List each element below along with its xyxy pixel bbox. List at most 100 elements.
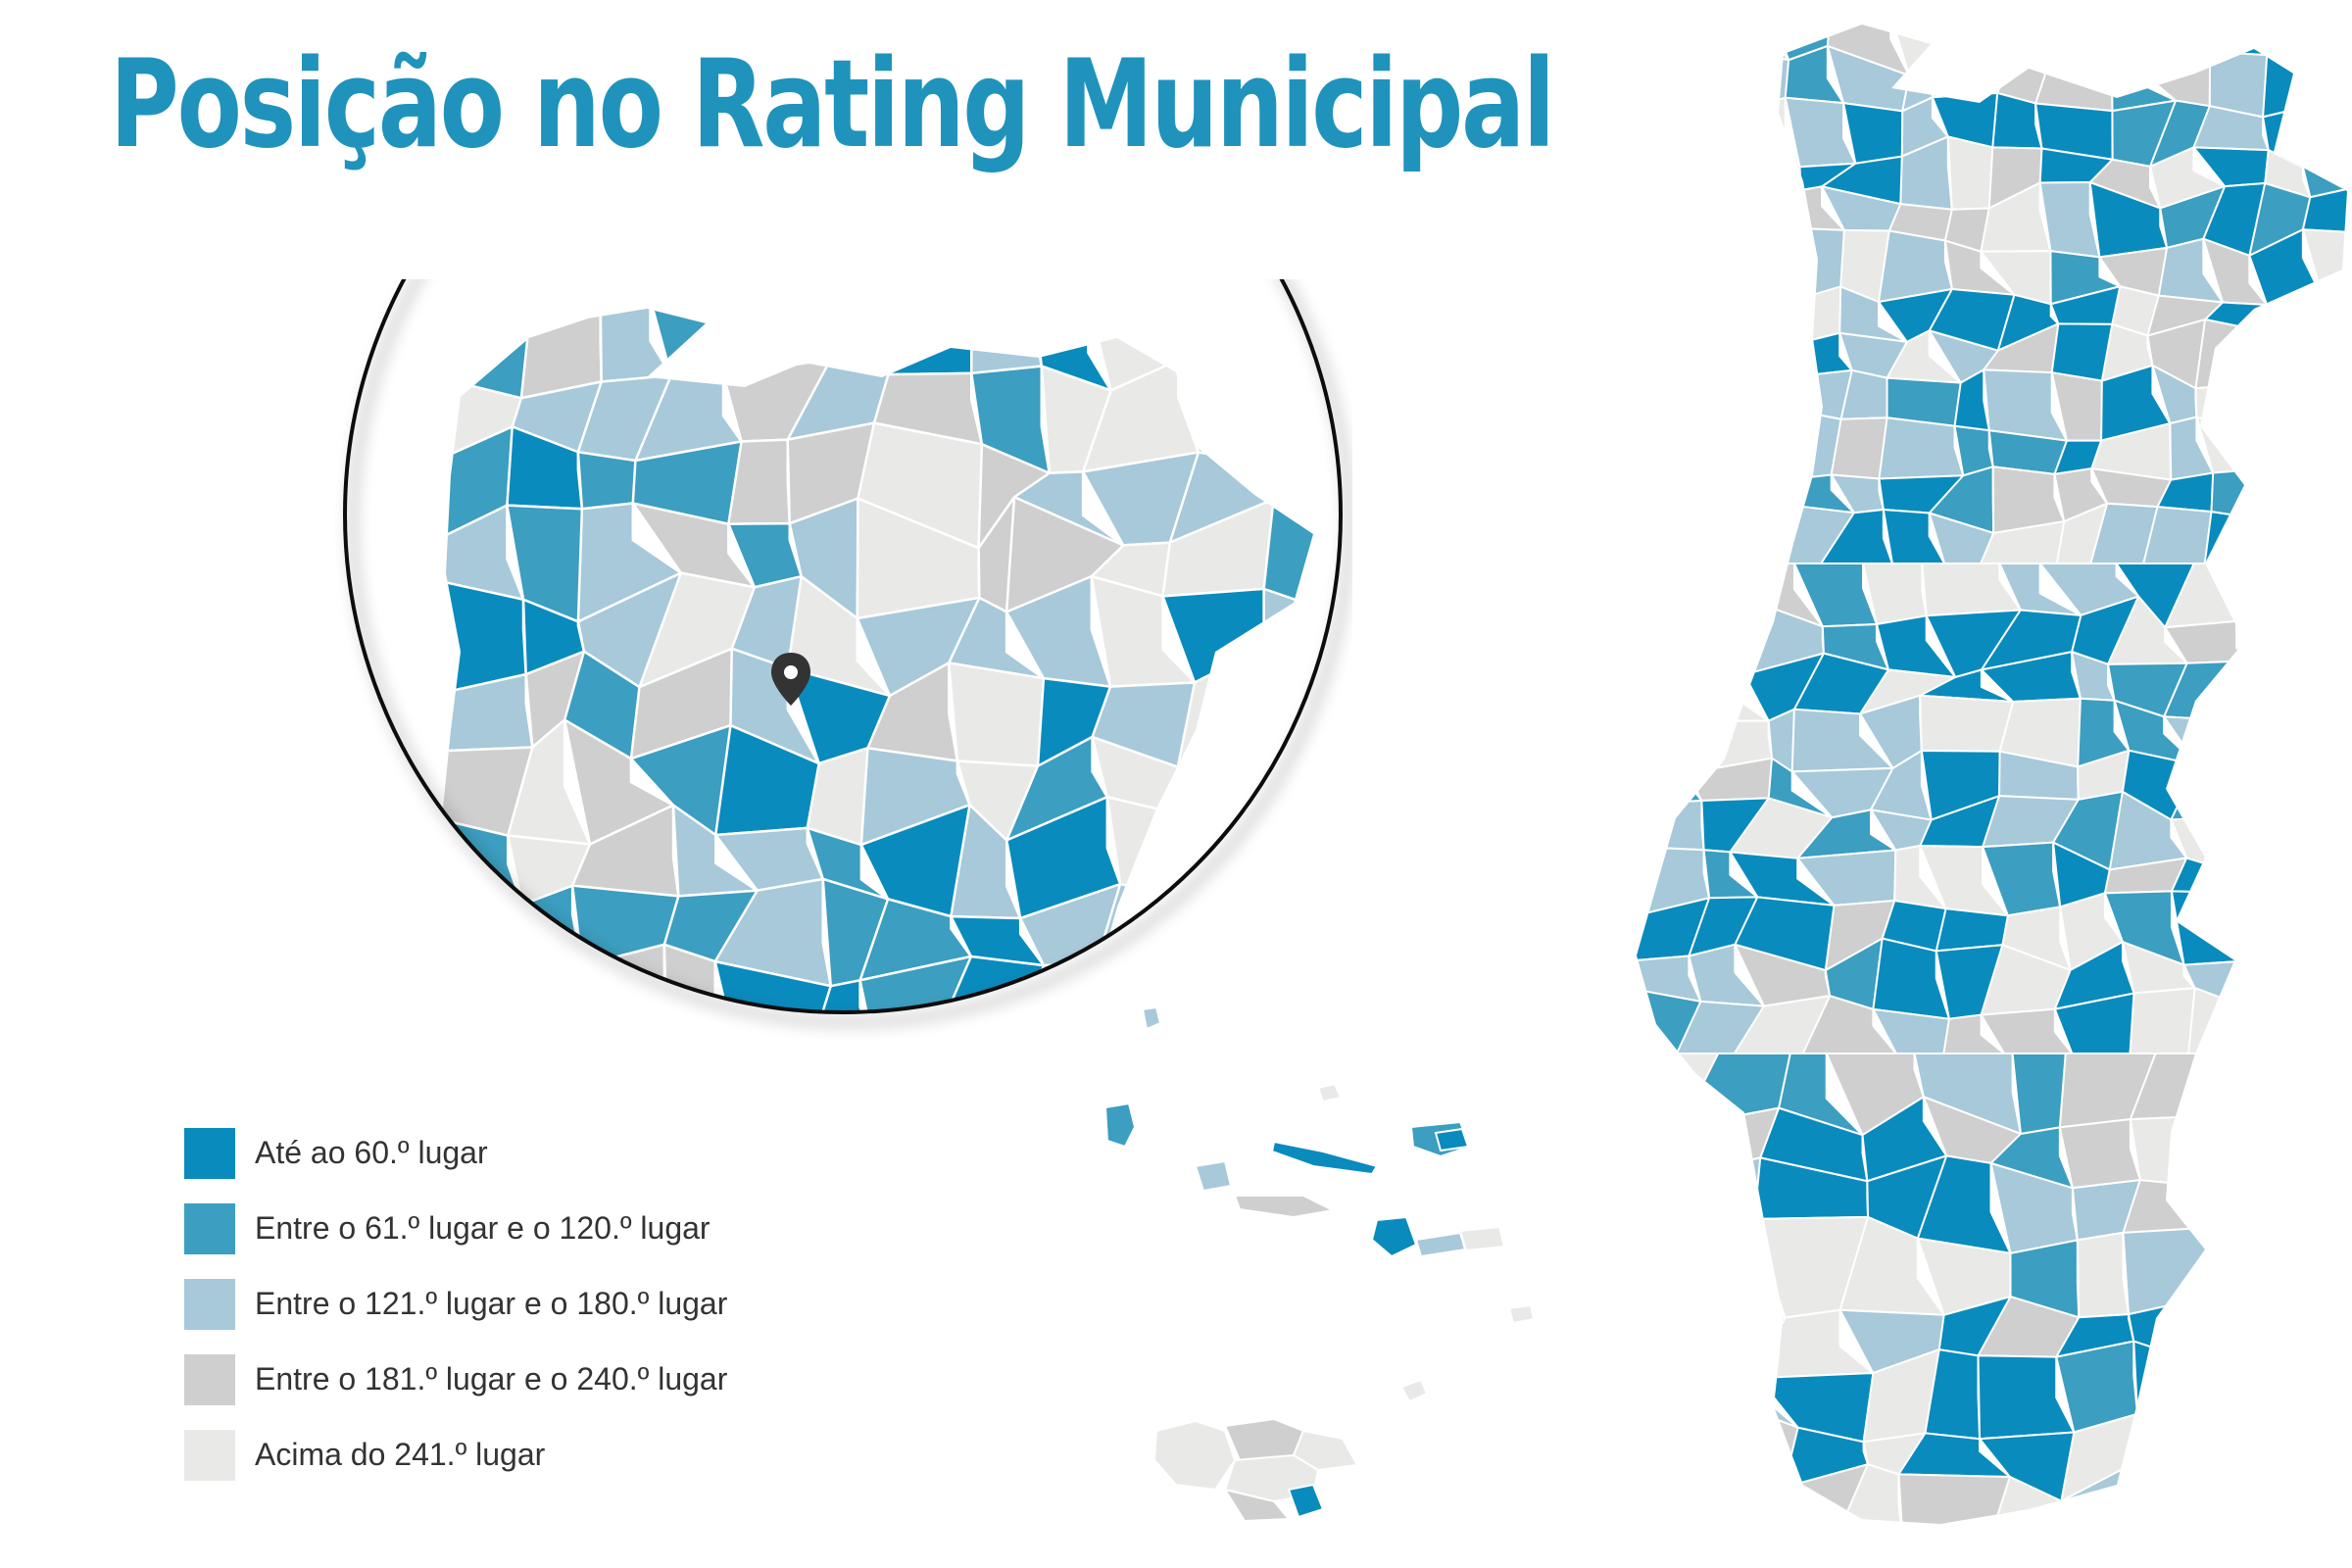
municipality-region[interactable] xyxy=(1090,574,1197,688)
municipality-region[interactable] xyxy=(2321,367,2352,443)
municipality-region[interactable] xyxy=(1627,138,1690,211)
municipality-region[interactable] xyxy=(2233,865,2315,898)
municipality-region[interactable] xyxy=(1921,563,2022,617)
municipality-region[interactable] xyxy=(2320,508,2352,564)
municipality-region[interactable] xyxy=(1825,1053,1925,1137)
municipality-region[interactable] xyxy=(1838,285,1908,343)
municipality-region[interactable] xyxy=(1627,460,1690,533)
municipality-region[interactable] xyxy=(1669,387,1728,435)
municipality-region[interactable] xyxy=(2208,1365,2309,1409)
municipality-region[interactable] xyxy=(2288,990,2352,1054)
municipality-region[interactable] xyxy=(2077,697,2131,768)
municipality-region[interactable] xyxy=(1004,735,1109,842)
municipality-region[interactable] xyxy=(1931,15,2018,60)
municipality-region[interactable] xyxy=(2071,651,2116,702)
municipality-region[interactable] xyxy=(1627,1053,1720,1128)
municipality-region[interactable] xyxy=(1672,410,1750,477)
municipality-region[interactable] xyxy=(950,804,1022,920)
municipality-region[interactable] xyxy=(2053,941,2135,1010)
municipality-region[interactable] xyxy=(947,662,1046,767)
municipality-region[interactable] xyxy=(2194,381,2265,435)
municipality-region[interactable] xyxy=(2302,459,2352,522)
municipality-region[interactable] xyxy=(1872,937,1950,1020)
municipality-region[interactable] xyxy=(1734,15,1790,62)
municipality-region[interactable] xyxy=(2301,1053,2352,1116)
municipality-region[interactable] xyxy=(1663,117,1726,162)
municipality-region[interactable] xyxy=(2038,181,2101,259)
municipality-region[interactable] xyxy=(1676,563,1773,610)
municipality-region[interactable] xyxy=(1627,1173,1707,1238)
municipality-region[interactable] xyxy=(1991,466,2066,534)
municipality-region[interactable] xyxy=(1919,845,2009,917)
municipality-region[interactable] xyxy=(1942,1013,2006,1054)
municipality-region[interactable] xyxy=(1627,692,1693,774)
municipality-region[interactable] xyxy=(1627,1368,1726,1424)
municipality-region[interactable] xyxy=(1627,1218,1707,1298)
municipality-region[interactable] xyxy=(563,718,675,846)
municipality-region[interactable] xyxy=(2202,15,2278,57)
municipality-region[interactable] xyxy=(2197,1053,2314,1118)
municipality-region[interactable] xyxy=(2288,961,2352,1010)
municipality-region[interactable] xyxy=(1943,239,2016,296)
municipality-region[interactable] xyxy=(866,662,959,762)
municipality-region[interactable] xyxy=(1627,1477,1720,1544)
municipality-region[interactable] xyxy=(1627,800,1705,852)
municipality-region[interactable] xyxy=(2281,1406,2352,1500)
municipality-region[interactable] xyxy=(1627,15,1682,54)
municipality-region[interactable] xyxy=(580,943,669,1044)
municipality-region[interactable] xyxy=(2130,1400,2215,1495)
municipality-region[interactable] xyxy=(599,299,673,383)
municipality-region[interactable] xyxy=(1718,188,1802,233)
municipality-region[interactable] xyxy=(1725,330,1797,395)
municipality-region[interactable] xyxy=(2289,1342,2352,1428)
municipality-region[interactable] xyxy=(2239,1224,2294,1316)
municipality-region[interactable] xyxy=(1820,508,1893,564)
municipality-region[interactable] xyxy=(2236,711,2325,770)
municipality-region[interactable] xyxy=(1702,849,1759,900)
municipality-region[interactable] xyxy=(1678,15,1741,54)
municipality-region[interactable] xyxy=(1982,841,2062,917)
municipality-region[interactable] xyxy=(1989,1161,2079,1254)
municipality-region[interactable] xyxy=(1718,375,1801,435)
municipality-region[interactable] xyxy=(576,502,683,623)
municipality-region[interactable] xyxy=(1989,1126,2074,1190)
municipality-region[interactable] xyxy=(2187,987,2268,1054)
municipality-region[interactable] xyxy=(2001,906,2072,971)
municipality-region[interactable] xyxy=(1661,230,1745,294)
municipality-region[interactable] xyxy=(1627,666,1701,722)
municipality-region[interactable] xyxy=(1980,181,2052,253)
municipality-region[interactable] xyxy=(2088,158,2162,210)
municipality-region[interactable] xyxy=(2291,1174,2352,1255)
municipality-region[interactable] xyxy=(2058,1118,2141,1190)
municipality-region[interactable] xyxy=(1730,283,1797,345)
municipality-region[interactable] xyxy=(1685,528,1735,564)
municipality-region[interactable] xyxy=(1982,15,2068,64)
municipality-region[interactable] xyxy=(2304,54,2352,106)
municipality-region[interactable] xyxy=(2300,286,2352,333)
municipality-region[interactable] xyxy=(2254,459,2323,520)
municipality-region[interactable] xyxy=(2148,146,2227,210)
municipality-region[interactable] xyxy=(714,826,824,892)
municipality-region[interactable] xyxy=(1682,138,1726,209)
municipality-region[interactable] xyxy=(1900,96,1949,158)
municipality-region[interactable] xyxy=(1882,508,1946,564)
municipality-region[interactable] xyxy=(1004,796,1122,920)
municipality-region[interactable] xyxy=(1718,159,1802,209)
municipality-region[interactable] xyxy=(2250,367,2334,443)
municipality-region[interactable] xyxy=(431,672,534,754)
municipality-region[interactable] xyxy=(1627,319,1699,390)
municipality-region[interactable] xyxy=(1838,1215,1945,1316)
municipality-region[interactable] xyxy=(1627,235,1672,294)
municipality-region[interactable] xyxy=(2203,511,2264,564)
municipality-region[interactable] xyxy=(2302,646,2352,728)
municipality-region[interactable] xyxy=(859,747,971,847)
municipality-region[interactable] xyxy=(631,502,757,589)
municipality-region[interactable] xyxy=(2121,941,2196,995)
municipality-region[interactable] xyxy=(727,521,803,589)
municipality-region[interactable] xyxy=(1672,460,1750,533)
municipality-region[interactable] xyxy=(576,451,637,511)
municipality-region[interactable] xyxy=(1996,293,2060,352)
municipality-region[interactable] xyxy=(2157,237,2225,304)
municipality-region[interactable] xyxy=(1861,1096,1948,1183)
municipality-region[interactable] xyxy=(1796,808,1897,859)
